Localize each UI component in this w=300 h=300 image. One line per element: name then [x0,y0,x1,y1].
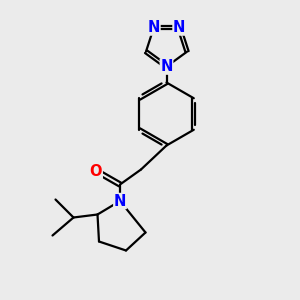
Text: N: N [114,194,126,208]
Text: N: N [173,20,185,35]
Text: O: O [90,164,102,178]
Text: N: N [160,59,173,74]
Text: N: N [148,20,160,35]
